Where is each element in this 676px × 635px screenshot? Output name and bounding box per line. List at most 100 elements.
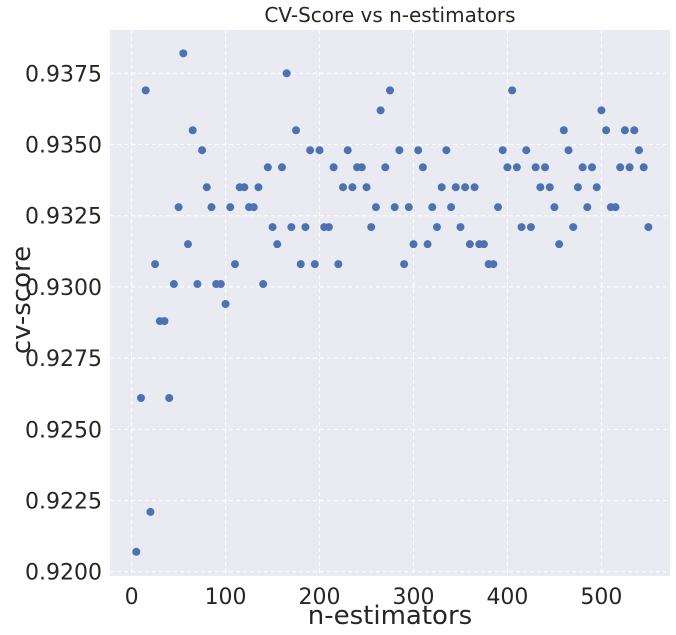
x-tick-label: 0 xyxy=(125,585,139,610)
data-point xyxy=(324,223,333,232)
data-point xyxy=(634,146,643,155)
y-tick-label: 0.9250 xyxy=(25,418,102,443)
data-point xyxy=(263,163,272,172)
data-point xyxy=(498,146,507,155)
data-point xyxy=(362,183,371,192)
data-point xyxy=(414,146,423,155)
x-axis-title: n-estimators xyxy=(308,601,472,631)
data-point xyxy=(371,203,380,212)
y-tick-label: 0.9325 xyxy=(25,205,102,230)
data-point xyxy=(268,223,277,232)
data-point xyxy=(400,260,409,269)
data-point xyxy=(564,146,573,155)
data-point xyxy=(489,260,498,269)
y-tick-label: 0.9225 xyxy=(25,490,102,515)
data-point xyxy=(230,260,239,269)
data-point xyxy=(334,260,343,269)
data-point xyxy=(221,299,230,308)
data-point xyxy=(282,69,291,78)
data-point xyxy=(597,106,606,115)
data-point xyxy=(404,203,413,212)
y-axis-title: cv-score xyxy=(7,246,37,354)
data-point xyxy=(367,223,376,232)
data-point xyxy=(381,163,390,172)
data-point xyxy=(522,146,531,155)
grid-lines xyxy=(110,30,670,576)
data-point xyxy=(249,203,258,212)
data-point xyxy=(343,146,352,155)
data-point xyxy=(348,183,357,192)
data-point xyxy=(526,223,535,232)
data-point xyxy=(508,86,517,95)
data-point xyxy=(630,126,639,135)
data-point xyxy=(202,183,211,192)
data-point xyxy=(578,163,587,172)
x-tick-label: 200 xyxy=(299,585,341,610)
data-point xyxy=(625,163,634,172)
data-point xyxy=(592,183,601,192)
data-point xyxy=(503,163,512,172)
data-point xyxy=(310,260,319,269)
data-point xyxy=(479,240,488,249)
data-point xyxy=(151,260,160,269)
data-point xyxy=(169,280,178,289)
data-point xyxy=(545,183,554,192)
data-point xyxy=(390,203,399,212)
x-tick-labels: 0 100 200 300 400 500 xyxy=(125,585,623,610)
data-point xyxy=(602,126,611,135)
data-point xyxy=(160,317,169,326)
data-point xyxy=(442,146,451,155)
data-point xyxy=(569,223,578,232)
data-point xyxy=(432,223,441,232)
y-tick-label: 0.9200 xyxy=(25,561,102,586)
data-point xyxy=(550,203,559,212)
data-point xyxy=(240,183,249,192)
data-point xyxy=(616,163,625,172)
x-tick-label: 400 xyxy=(486,585,528,610)
data-point xyxy=(296,260,305,269)
y-tick-label: 0.9300 xyxy=(25,276,102,301)
data-point xyxy=(339,183,348,192)
data-point xyxy=(146,507,155,516)
data-point xyxy=(137,393,146,402)
data-point xyxy=(254,183,263,192)
data-point xyxy=(357,163,366,172)
data-point xyxy=(141,86,150,95)
data-point xyxy=(494,203,503,212)
data-point xyxy=(409,240,418,249)
data-point xyxy=(259,280,268,289)
data-point xyxy=(329,163,338,172)
chart-title: CV-Score vs n-estimators xyxy=(264,3,515,27)
data-point xyxy=(287,223,296,232)
data-point xyxy=(465,240,474,249)
y-tick-label: 0.9275 xyxy=(25,347,102,372)
data-point xyxy=(165,393,174,402)
plot-background xyxy=(110,30,670,576)
data-point xyxy=(174,203,183,212)
data-point xyxy=(273,240,282,249)
data-point xyxy=(193,280,202,289)
data-point xyxy=(451,183,460,192)
data-point xyxy=(536,183,545,192)
data-point xyxy=(198,146,207,155)
data-point xyxy=(470,183,479,192)
data-point xyxy=(301,223,310,232)
data-point xyxy=(292,126,301,135)
y-tick-labels: 0.9200 0.9225 0.9250 0.9275 0.9300 0.9325 0.93… xyxy=(25,62,102,585)
data-point xyxy=(376,106,385,115)
data-point xyxy=(437,183,446,192)
data-point xyxy=(456,223,465,232)
data-point xyxy=(611,203,620,212)
data-point xyxy=(418,163,427,172)
data-point xyxy=(620,126,629,135)
data-points xyxy=(132,49,653,556)
data-point xyxy=(555,240,564,249)
data-point xyxy=(531,163,540,172)
data-point xyxy=(306,146,315,155)
data-point xyxy=(183,240,192,249)
data-point xyxy=(461,183,470,192)
data-point xyxy=(583,203,592,212)
data-point xyxy=(423,240,432,249)
data-point xyxy=(207,203,216,212)
